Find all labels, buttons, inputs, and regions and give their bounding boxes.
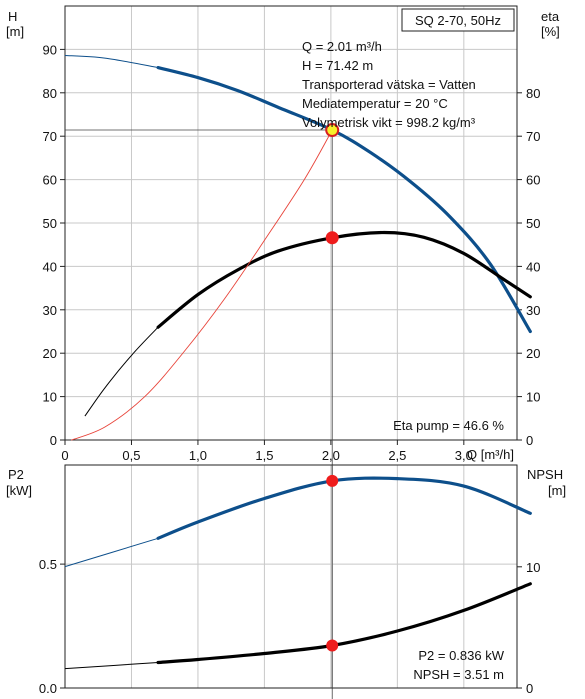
duty-annotation: Volymetrisk vikt = 998.2 kg/m³ [302, 115, 476, 130]
bottom-annotation: NPSH = 3.51 m [413, 667, 504, 682]
eta-tick-label: 40 [526, 259, 540, 274]
eta-tick-label: 20 [526, 346, 540, 361]
npsh-extension [64, 662, 159, 670]
bottom-grid [65, 465, 517, 688]
x-tick-label: 0,5 [122, 448, 140, 463]
q-axis-label: Q [m³/h] [467, 447, 514, 462]
y-tick-label: 80 [43, 86, 57, 101]
eta-tick-label: 0 [526, 433, 533, 448]
npsh-tick-label: 10 [526, 560, 540, 575]
efficiency-extension [84, 326, 159, 417]
duty-annotation: Mediatemperatur = 20 °C [302, 96, 448, 111]
npsh-tick-label: 0 [526, 681, 533, 696]
head-extension [64, 55, 159, 69]
eta-axis-unit: [%] [541, 24, 560, 39]
duty-point-marker [325, 123, 340, 138]
y-tick-label: 60 [43, 173, 57, 188]
duty-annotation: Transporterad vätska = Vatten [302, 77, 476, 92]
duty-annotation: H = 71.42 m [302, 58, 373, 73]
eta-tick-label: 60 [526, 173, 540, 188]
y-tick-label: 40 [43, 259, 57, 274]
h-axis-label: H [8, 9, 17, 24]
y-tick-label: 20 [43, 346, 57, 361]
y-tick-label: 10 [43, 390, 57, 405]
npsh-point-marker [326, 639, 339, 652]
npsh-axis-unit: [m] [548, 483, 566, 498]
eta-tick-label: 30 [526, 303, 540, 318]
y-tick-label: 0 [50, 433, 57, 448]
p2-tick-label: 0.5 [39, 557, 57, 572]
p2-point-marker [326, 474, 339, 487]
top-plot-frame [64, 5, 518, 441]
p2-axis-label: P2 [8, 467, 24, 482]
eta-tick-label: 70 [526, 129, 540, 144]
eta-tick-label: 50 [526, 216, 540, 231]
duty-annotation: Q = 2.01 m³/h [302, 39, 382, 54]
x-tick-label: 2,0 [322, 448, 340, 463]
system-curve [71, 129, 333, 441]
x-tick-label: 0 [61, 448, 68, 463]
x-tick-label: 2,5 [388, 448, 406, 463]
bottom-plot-frame [64, 464, 518, 689]
y-tick-label: 50 [43, 216, 57, 231]
x-tick-label: 3,0 [455, 448, 473, 463]
p2-tick-label: 0.0 [39, 681, 57, 696]
bottom-annotation: P2 = 0.836 kW [418, 648, 504, 663]
y-tick-label: 90 [43, 42, 57, 57]
eta-tick-label: 80 [526, 86, 540, 101]
x-tick-label: 1,5 [255, 448, 273, 463]
p2-axis-unit: [kW] [6, 483, 32, 498]
y-tick-label: 30 [43, 303, 57, 318]
efficiency-curve [156, 230, 532, 329]
title-box [401, 8, 515, 32]
y-tick-label: 70 [43, 129, 57, 144]
eta-pump-label: Eta pump = 46.6 % [393, 418, 504, 433]
x-tick-label: 1,0 [189, 448, 207, 463]
power-curve [156, 476, 532, 540]
h-axis-unit: [m] [6, 24, 24, 39]
npsh-axis-label: NPSH [527, 467, 563, 482]
chart-title: SQ 2-70, 50Hz [415, 13, 501, 28]
eta-tick-label: 10 [526, 390, 540, 405]
power-extension [64, 537, 159, 568]
top-grid [65, 6, 517, 440]
head-curve [156, 66, 532, 334]
eta-point-marker [325, 231, 339, 245]
eta-axis-label: eta [541, 9, 560, 24]
